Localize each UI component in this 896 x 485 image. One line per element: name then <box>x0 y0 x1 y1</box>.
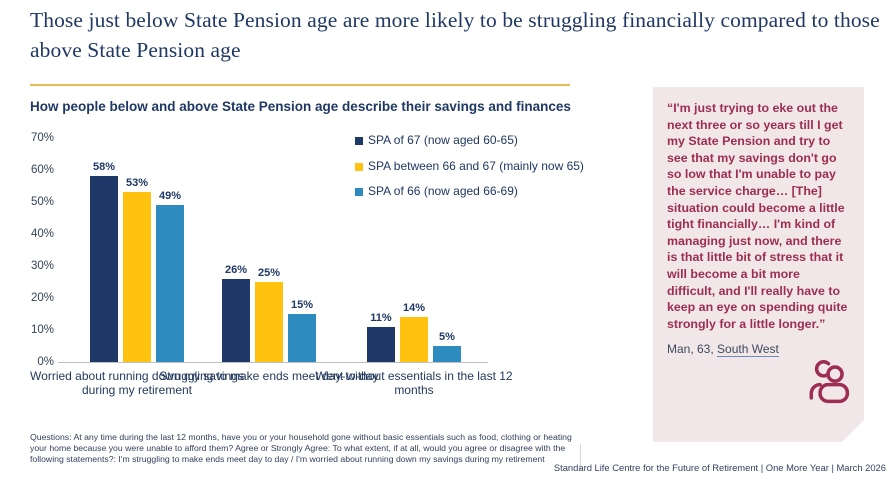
bar-value-label: 53% <box>125 177 149 189</box>
quote-attribution: Man, 63, South West <box>667 342 851 356</box>
page-title: Those just below State Pension age are m… <box>30 8 880 62</box>
footer-divider-line <box>580 444 581 470</box>
legend-item-2: SPA between 66 and 67 (mainly now 65) <box>355 159 584 175</box>
bar-series1-group3 <box>367 327 395 362</box>
quote-text: “I'm just trying to eke out the next thr… <box>667 101 848 331</box>
y-tick-label: 40% <box>30 228 54 240</box>
bar-value-label: 14% <box>402 302 426 314</box>
legend-item-3: SPA of 66 (now aged 66-69) <box>355 184 584 200</box>
x-category-label: Struggling to make ends meet day-to-day <box>159 369 379 383</box>
bar-value-label: 11% <box>370 312 392 324</box>
bar-series3-group3 <box>433 346 461 362</box>
quote-attribution-prefix: Man, 63, <box>667 341 718 356</box>
chart-title: How people below and above State Pension… <box>30 99 571 114</box>
x-category-label: Worried about running down my savings du… <box>30 369 244 398</box>
chart-legend: SPA of 67 (now aged 60-65) SPA between 66… <box>355 133 584 210</box>
y-tick-label: 50% <box>30 196 54 208</box>
back-person-body-arc <box>811 385 820 398</box>
footnote-questions: Questions: At any time during the last 1… <box>30 432 572 465</box>
legend-label: SPA between 66 and 67 (mainly now 65) <box>368 158 584 173</box>
bar-series2-group1 <box>123 192 151 362</box>
y-tick-label: 70% <box>30 132 54 144</box>
legend-swatch-icon <box>355 188 363 197</box>
x-category-label: Went without essentials in the last 12 m… <box>315 369 513 398</box>
back-person-head-arc <box>817 362 829 376</box>
y-tick-label: 20% <box>30 292 54 304</box>
y-tick-label: 60% <box>30 164 54 176</box>
quote-attribution-link[interactable]: South West <box>717 341 779 356</box>
bar-plot: 58% 53% 49% 26% 25% 15% 11% 14% 5% <box>58 139 488 363</box>
y-axis: 70% 60% 50% 40% 30% 20% 10% 0% <box>20 132 54 368</box>
bar-value-label: 5% <box>439 331 455 343</box>
legend-swatch-icon <box>355 162 363 171</box>
y-tick-label: 10% <box>30 324 54 336</box>
gold-divider-line <box>30 84 570 86</box>
legend-label: SPA of 67 (now aged 60-65) <box>368 133 518 147</box>
legend-swatch-icon <box>355 137 363 145</box>
bar-series3-group2 <box>288 314 316 362</box>
y-tick-label: 30% <box>30 260 54 272</box>
y-tick-label: 0% <box>37 356 54 368</box>
legend-label: SPA of 66 (now aged 66-69) <box>368 184 518 199</box>
front-person-head-circle <box>828 367 842 381</box>
bar-series3-group1 <box>156 205 184 362</box>
bar-value-label: 26% <box>224 264 248 276</box>
bar-series1-group1 <box>90 176 118 362</box>
bar-value-label: 15% <box>290 299 314 311</box>
bar-series2-group3 <box>400 317 428 362</box>
bar-value-label: 49% <box>158 190 182 202</box>
front-person-body <box>820 385 847 402</box>
footer-credit: Standard Life Centre for the Future of R… <box>553 462 886 473</box>
bar-series2-group2 <box>255 282 283 362</box>
bar-series1-group2 <box>222 279 250 362</box>
bar-value-label: 25% <box>257 267 281 279</box>
people-icon <box>806 359 850 410</box>
x-axis: Worried about running down my savings du… <box>30 369 513 403</box>
legend-item-1: SPA of 67 (now aged 60-65) <box>355 133 584 149</box>
quote-panel: “I'm just trying to eke out the next thr… <box>653 87 864 442</box>
bar-value-label: 58% <box>92 161 116 173</box>
